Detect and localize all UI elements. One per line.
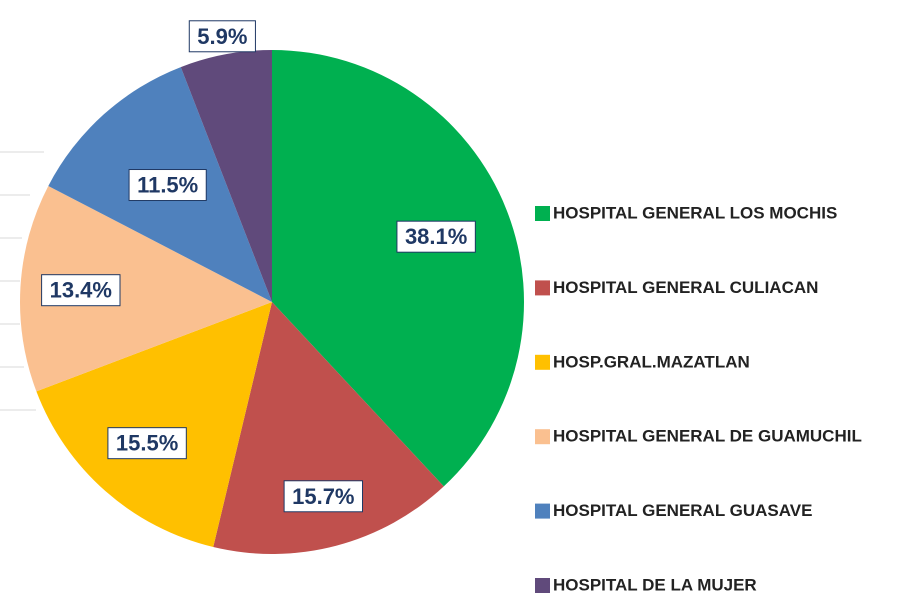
data-label-box bbox=[41, 274, 121, 307]
data-label-box bbox=[128, 169, 207, 202]
legend-label: HOSP.GRAL.MAZATLAN bbox=[553, 352, 750, 371]
data-label: 11.5% bbox=[137, 173, 198, 198]
legend-swatch bbox=[535, 354, 550, 370]
data-label: 13.4% bbox=[50, 278, 112, 303]
legend-label: HOSPITAL DE LA MUJER bbox=[553, 575, 757, 594]
background-lines bbox=[0, 151, 44, 411]
legend-swatch bbox=[535, 429, 550, 445]
legend-swatch bbox=[535, 206, 550, 221]
pie-slice bbox=[180, 50, 272, 302]
data-label: 15.7% bbox=[292, 484, 354, 509]
legend-label: HOSPITAL GENERAL CULIACAN bbox=[553, 278, 818, 297]
pie-slice bbox=[272, 50, 525, 487]
legend-swatch bbox=[535, 578, 550, 593]
data-label: 38.1% bbox=[405, 224, 467, 249]
pie-slice bbox=[213, 302, 444, 555]
legend-swatch bbox=[535, 280, 550, 296]
data-label-box bbox=[188, 20, 256, 53]
data-label-box bbox=[396, 220, 476, 253]
legend-swatch bbox=[535, 503, 550, 519]
legend-label: HOSPITAL GENERAL DE GUAMUCHIL bbox=[553, 427, 862, 446]
pie-slice bbox=[19, 185, 272, 392]
pie-slice bbox=[36, 302, 272, 548]
legend-label: HOSPITAL GENERAL LOS MOCHIS bbox=[553, 203, 837, 222]
legend-label: HOSPITAL GENERAL GUASAVE bbox=[553, 501, 812, 520]
data-label: 5.9% bbox=[197, 24, 247, 49]
data-label-box bbox=[107, 427, 187, 460]
data-label: 15.5% bbox=[116, 431, 178, 456]
data-label-box bbox=[283, 480, 364, 513]
